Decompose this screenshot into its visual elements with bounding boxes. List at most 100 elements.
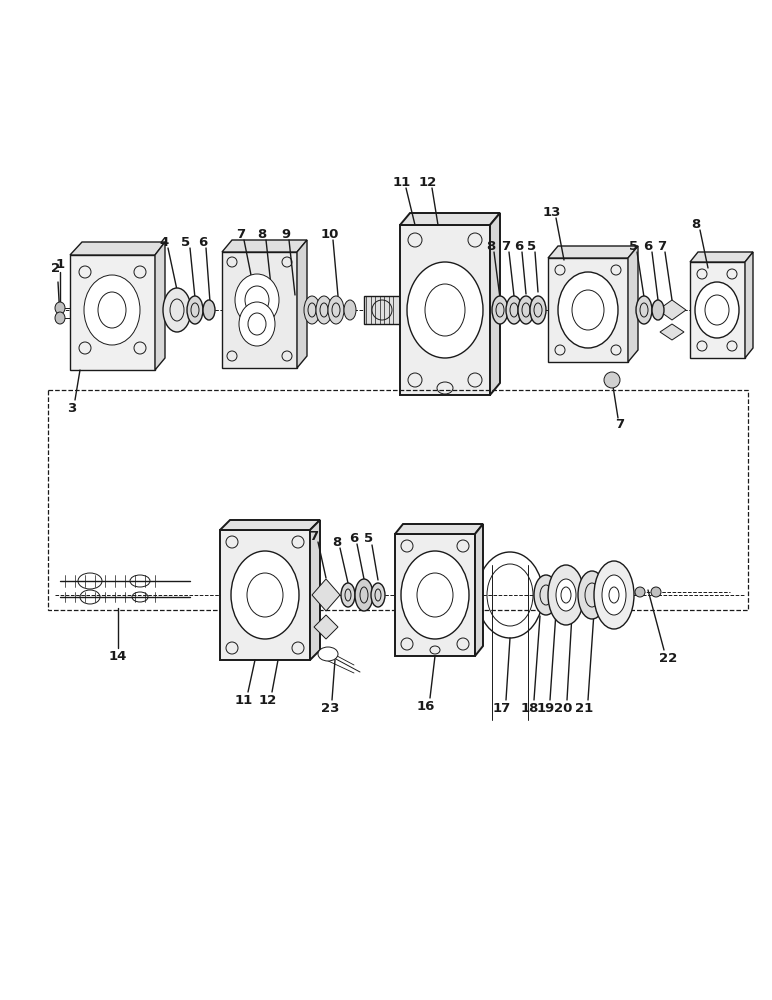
Polygon shape	[297, 240, 307, 368]
Text: 5: 5	[527, 239, 537, 252]
Text: 4: 4	[159, 235, 168, 248]
Ellipse shape	[651, 587, 661, 597]
Text: 8: 8	[486, 239, 496, 252]
Text: 21: 21	[575, 702, 593, 714]
Text: 20: 20	[554, 702, 572, 714]
Ellipse shape	[55, 312, 65, 324]
Polygon shape	[220, 530, 310, 660]
Text: 7: 7	[310, 530, 319, 542]
Ellipse shape	[695, 282, 739, 338]
Polygon shape	[400, 225, 490, 395]
Ellipse shape	[407, 262, 483, 358]
Text: 14: 14	[109, 650, 127, 662]
Ellipse shape	[635, 587, 645, 597]
Text: 6: 6	[198, 235, 208, 248]
Text: 5: 5	[364, 532, 374, 546]
Polygon shape	[400, 213, 500, 225]
Ellipse shape	[556, 579, 576, 611]
Text: 2: 2	[52, 261, 60, 274]
Ellipse shape	[304, 296, 320, 324]
Text: 6: 6	[514, 239, 523, 252]
Text: 6: 6	[643, 239, 652, 252]
Polygon shape	[395, 524, 483, 534]
Polygon shape	[490, 213, 500, 395]
Ellipse shape	[318, 647, 338, 661]
Text: 3: 3	[67, 401, 76, 414]
Text: 8: 8	[692, 218, 701, 231]
Polygon shape	[475, 524, 483, 656]
Ellipse shape	[518, 296, 534, 324]
Ellipse shape	[55, 302, 65, 314]
Polygon shape	[690, 252, 753, 262]
Bar	[48, 390, 748, 610]
Polygon shape	[310, 520, 320, 660]
Text: 12: 12	[259, 694, 277, 706]
Polygon shape	[222, 252, 297, 368]
Polygon shape	[690, 262, 745, 358]
Ellipse shape	[187, 296, 203, 324]
Text: 11: 11	[393, 176, 411, 188]
Text: 13: 13	[543, 206, 561, 219]
Text: 17: 17	[493, 702, 511, 714]
Ellipse shape	[530, 296, 546, 324]
Ellipse shape	[344, 300, 356, 320]
Ellipse shape	[558, 272, 618, 348]
Text: 18: 18	[521, 702, 539, 714]
Polygon shape	[548, 246, 638, 258]
Ellipse shape	[636, 296, 652, 324]
Bar	[364, 296, 400, 324]
Ellipse shape	[548, 565, 584, 625]
Ellipse shape	[604, 372, 620, 388]
Ellipse shape	[355, 579, 373, 611]
Ellipse shape	[492, 296, 508, 324]
Text: 19: 19	[537, 702, 555, 714]
Text: 1: 1	[56, 258, 65, 271]
Text: 5: 5	[629, 239, 638, 252]
Text: 16: 16	[417, 700, 435, 712]
Text: 12: 12	[419, 176, 437, 188]
Ellipse shape	[163, 288, 191, 332]
Ellipse shape	[578, 571, 606, 619]
Polygon shape	[222, 240, 307, 252]
Ellipse shape	[84, 275, 140, 345]
Polygon shape	[314, 615, 338, 639]
Polygon shape	[658, 300, 686, 320]
Ellipse shape	[652, 300, 664, 320]
Text: 5: 5	[181, 235, 191, 248]
Text: 22: 22	[659, 652, 677, 664]
Ellipse shape	[506, 296, 522, 324]
Polygon shape	[220, 520, 320, 530]
Ellipse shape	[203, 300, 215, 320]
Ellipse shape	[328, 296, 344, 324]
Text: 7: 7	[658, 239, 666, 252]
Text: 7: 7	[615, 418, 625, 432]
Ellipse shape	[401, 551, 469, 639]
Polygon shape	[628, 246, 638, 362]
Ellipse shape	[235, 274, 279, 326]
Polygon shape	[745, 252, 753, 358]
Text: 8: 8	[257, 228, 266, 240]
Text: 11: 11	[235, 694, 253, 706]
Ellipse shape	[239, 302, 275, 346]
Ellipse shape	[341, 583, 355, 607]
Polygon shape	[548, 258, 628, 362]
Polygon shape	[70, 242, 165, 255]
Ellipse shape	[534, 575, 558, 615]
Text: 7: 7	[236, 228, 245, 240]
Text: 7: 7	[502, 239, 510, 252]
Ellipse shape	[371, 583, 385, 607]
Polygon shape	[155, 242, 165, 370]
Text: 10: 10	[321, 228, 339, 240]
Polygon shape	[660, 324, 684, 340]
Ellipse shape	[594, 561, 634, 629]
Text: 8: 8	[333, 536, 342, 548]
Text: 9: 9	[282, 228, 290, 240]
Ellipse shape	[602, 575, 626, 615]
Ellipse shape	[231, 551, 299, 639]
Polygon shape	[395, 534, 475, 656]
Ellipse shape	[316, 296, 332, 324]
Text: 6: 6	[350, 532, 359, 544]
Polygon shape	[70, 255, 155, 370]
Text: 23: 23	[321, 702, 339, 714]
Polygon shape	[312, 579, 340, 611]
